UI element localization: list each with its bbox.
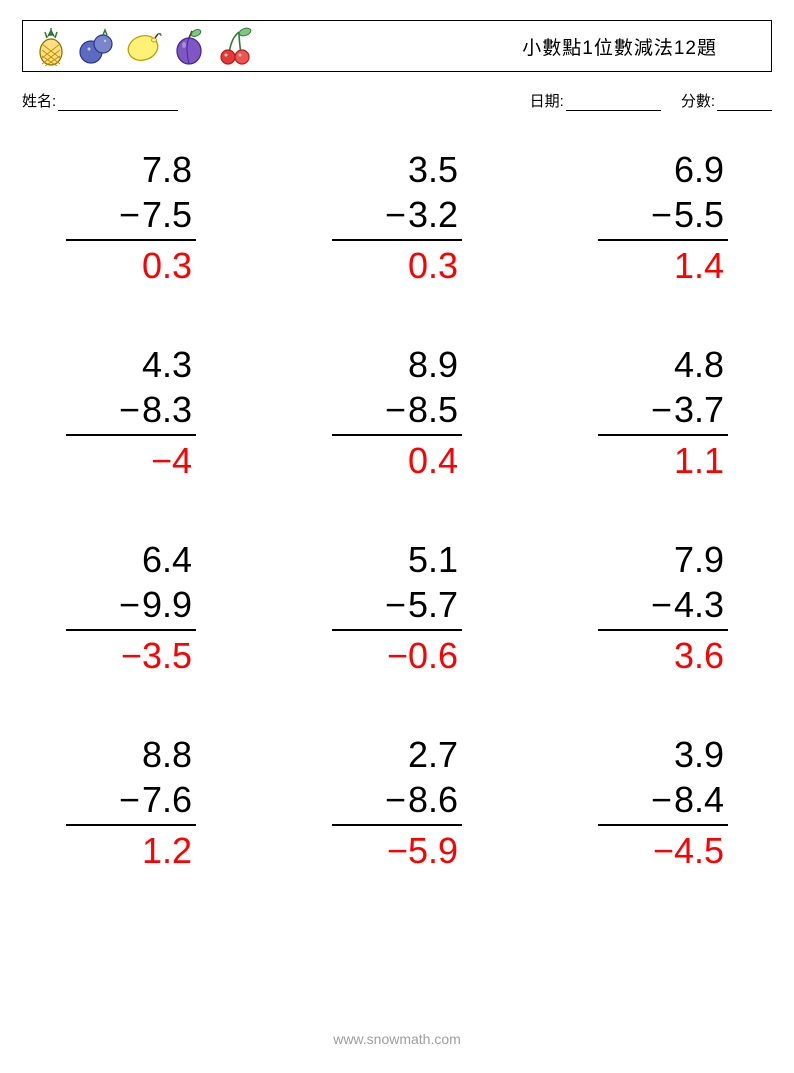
cherry-icon (215, 26, 255, 66)
problem-answer: −0.6 (332, 631, 462, 678)
problem-5: 8.9 −8.5 0.4 (332, 342, 462, 483)
problem-top: 5.1 (332, 537, 462, 582)
problem-answer: −5.9 (332, 826, 462, 873)
problem-answer: 3.6 (598, 631, 728, 678)
info-left: 姓名: (22, 90, 530, 111)
problem-answer: 0.4 (332, 436, 462, 483)
problem-sub: −3.7 (598, 387, 728, 436)
info-row: 姓名: 日期: 分數: (22, 90, 772, 111)
problem-answer: 0.3 (332, 241, 462, 288)
problem-answer: 1.4 (598, 241, 728, 288)
name-label: 姓名: (22, 90, 56, 111)
fruit-icons-row (31, 26, 255, 66)
problem-answer: −4.5 (598, 826, 728, 873)
problem-top: 3.5 (332, 147, 462, 192)
problem-11: 2.7 −8.6 −5.9 (332, 732, 462, 873)
problem-sub: −8.5 (332, 387, 462, 436)
problem-answer: 0.3 (66, 241, 196, 288)
pineapple-icon (31, 26, 71, 66)
problem-3: 6.9 −5.5 1.4 (598, 147, 728, 288)
problem-8: 5.1 −5.7 −0.6 (332, 537, 462, 678)
problem-sub: −8.6 (332, 777, 462, 826)
problem-top: 8.8 (66, 732, 196, 777)
problem-4: 4.3 −8.3 −4 (66, 342, 196, 483)
problem-sub: −4.3 (598, 582, 728, 631)
name-blank (58, 95, 178, 111)
problem-answer: −4 (66, 436, 196, 483)
score-blank (717, 95, 772, 111)
date-label: 日期: (530, 90, 564, 111)
problems-grid: 7.8 −7.5 0.3 3.5 −3.2 0.3 6.9 −5.5 1.4 4… (48, 147, 746, 873)
problem-sub: −8.4 (598, 777, 728, 826)
info-right: 日期: 分數: (530, 90, 772, 111)
footer-url: www.snowmath.com (0, 1031, 794, 1047)
problem-top: 3.9 (598, 732, 728, 777)
problem-sub: −8.3 (66, 387, 196, 436)
problem-sub: −5.5 (598, 192, 728, 241)
problem-sub: −9.9 (66, 582, 196, 631)
problem-top: 7.9 (598, 537, 728, 582)
problem-top: 6.4 (66, 537, 196, 582)
problem-6: 4.8 −3.7 1.1 (598, 342, 728, 483)
problem-10: 8.8 −7.6 1.2 (66, 732, 196, 873)
problem-sub: −5.7 (332, 582, 462, 631)
score-label: 分數: (681, 90, 715, 111)
problem-9: 7.9 −4.3 3.6 (598, 537, 728, 678)
blueberry-icon (77, 26, 117, 66)
problem-2: 3.5 −3.2 0.3 (332, 147, 462, 288)
problem-top: 2.7 (332, 732, 462, 777)
problem-top: 6.9 (598, 147, 728, 192)
problem-12: 3.9 −8.4 −4.5 (598, 732, 728, 873)
problem-1: 7.8 −7.5 0.3 (66, 147, 196, 288)
lemon-icon (123, 26, 163, 66)
problem-sub: −3.2 (332, 192, 462, 241)
problem-answer: −3.5 (66, 631, 196, 678)
problem-answer: 1.2 (66, 826, 196, 873)
worksheet-title: 小數點1位數減法12題 (522, 33, 757, 60)
date-blank (566, 95, 661, 111)
problem-7: 6.4 −9.9 −3.5 (66, 537, 196, 678)
plum-icon (169, 26, 209, 66)
header-box: 小數點1位數減法12題 (22, 20, 772, 72)
problem-sub: −7.6 (66, 777, 196, 826)
problem-top: 8.9 (332, 342, 462, 387)
problem-top: 4.8 (598, 342, 728, 387)
problem-sub: −7.5 (66, 192, 196, 241)
problem-top: 4.3 (66, 342, 196, 387)
problem-answer: 1.1 (598, 436, 728, 483)
problem-top: 7.8 (66, 147, 196, 192)
